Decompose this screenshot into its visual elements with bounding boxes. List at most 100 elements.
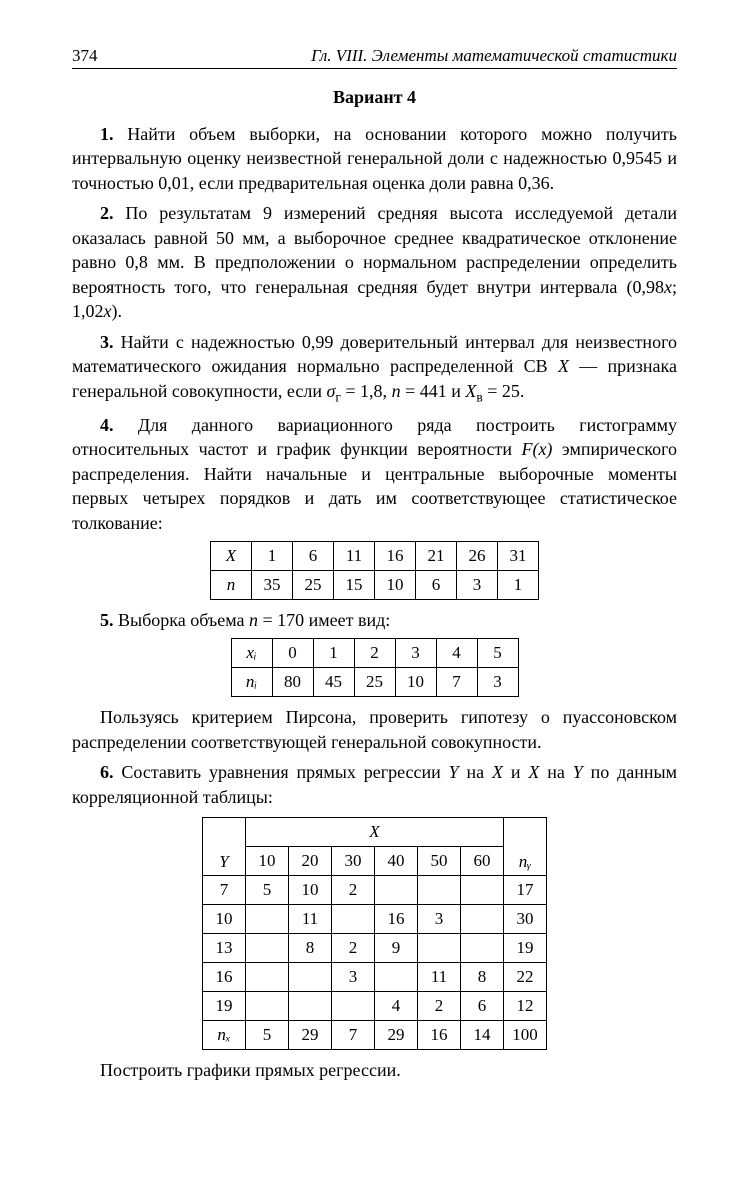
eq-5: = 170 имеет вид: xyxy=(258,610,390,630)
table-row: 10 11 16 3 30 xyxy=(203,905,547,934)
cell: 11 xyxy=(289,905,332,934)
cell: 21 xyxy=(416,541,457,570)
close: ). xyxy=(112,301,123,321)
cell: 30 xyxy=(504,905,547,934)
table-row: nᵢ 80 45 25 10 7 3 xyxy=(231,668,518,697)
cell: 3 xyxy=(332,963,375,992)
Y-label: Y xyxy=(203,818,246,876)
row-label-xi: xᵢ xyxy=(231,639,272,668)
Y2: Y xyxy=(573,762,583,782)
problem-1-num: 1. xyxy=(100,124,114,144)
cell: 2 xyxy=(332,934,375,963)
cell: 2 xyxy=(354,639,395,668)
cell: 1 xyxy=(313,639,354,668)
cell xyxy=(246,905,289,934)
x-header: 20 xyxy=(289,847,332,876)
problem-2: 2. По результатам 9 измерений средняя вы… xyxy=(72,201,677,323)
row-label-X: X xyxy=(211,541,252,570)
cell: 3 xyxy=(418,905,461,934)
cell: 7 xyxy=(332,1021,375,1050)
cell: 1 xyxy=(252,541,293,570)
cell: 1 xyxy=(498,570,539,599)
cell: 19 xyxy=(504,934,547,963)
cell xyxy=(332,992,375,1021)
problem-6b: Построить графики прямых регрессии. xyxy=(72,1058,677,1082)
cell: 5 xyxy=(477,639,518,668)
table-6: Y X nᵧ 10 20 30 40 50 60 7 5 10 2 17 10 … xyxy=(202,817,547,1050)
cell: 3 xyxy=(395,639,436,668)
table-row: X 1 6 11 16 21 26 31 xyxy=(211,541,539,570)
cell: 4 xyxy=(436,639,477,668)
eq2: = 441 и xyxy=(401,381,466,401)
cell: 11 xyxy=(418,963,461,992)
cell xyxy=(332,905,375,934)
cell: 17 xyxy=(504,876,547,905)
cell: 29 xyxy=(375,1021,418,1050)
table-row: 7 5 10 2 17 xyxy=(203,876,547,905)
problem-2-text-a: По результатам 9 измерений средняя высот… xyxy=(72,203,677,296)
cell: 6 xyxy=(293,541,334,570)
cell: 10 xyxy=(375,570,416,599)
cell: 25 xyxy=(293,570,334,599)
row-label-ni: nᵢ xyxy=(231,668,272,697)
cell xyxy=(289,992,332,1021)
cell: 3 xyxy=(477,668,518,697)
problem-3-num: 3. xyxy=(100,332,114,352)
cell: 11 xyxy=(334,541,375,570)
cell xyxy=(375,963,418,992)
problem-5-num: 5. xyxy=(100,610,114,630)
chapter-title: Гл. VIII. Элементы математической статис… xyxy=(311,46,677,66)
cell xyxy=(418,934,461,963)
x-header: 60 xyxy=(461,847,504,876)
cell xyxy=(461,876,504,905)
problem-6-num: 6. xyxy=(100,762,114,782)
table-row: xᵢ 0 1 2 3 4 5 xyxy=(231,639,518,668)
problem-4-num: 4. xyxy=(100,415,114,435)
row-label-n: n xyxy=(211,570,252,599)
variant-title: Вариант 4 xyxy=(72,87,677,108)
cell: 25 xyxy=(354,668,395,697)
X2: X xyxy=(528,762,539,782)
table-row: 13 8 2 9 19 xyxy=(203,934,547,963)
eq3: = 25. xyxy=(483,381,525,401)
table-row: 19 4 2 6 12 xyxy=(203,992,547,1021)
cell: 16 xyxy=(418,1021,461,1050)
var-x1: x xyxy=(664,277,672,297)
cell: 8 xyxy=(289,934,332,963)
problem-5-text-a: Выборка объема xyxy=(118,610,249,630)
y-header: 19 xyxy=(203,992,246,1021)
x-header: 10 xyxy=(246,847,289,876)
cell: 6 xyxy=(416,570,457,599)
y-header: 13 xyxy=(203,934,246,963)
problem-3: 3. Найти с надежностью 0,99 доверительны… xyxy=(72,330,677,407)
cell xyxy=(461,934,504,963)
X1: X xyxy=(492,762,503,782)
and: и xyxy=(503,762,528,782)
cell: 14 xyxy=(461,1021,504,1050)
page-number: 374 xyxy=(72,46,98,66)
y-header: 10 xyxy=(203,905,246,934)
table-row: nₓ 5 29 7 29 16 14 100 xyxy=(203,1021,547,1050)
y-header: 16 xyxy=(203,963,246,992)
cell: 10 xyxy=(289,876,332,905)
cell xyxy=(461,905,504,934)
cell: 7 xyxy=(436,668,477,697)
cell xyxy=(246,963,289,992)
table-row: 16 3 11 8 22 xyxy=(203,963,547,992)
table-row: 10 20 30 40 50 60 xyxy=(203,847,547,876)
cell: 8 xyxy=(461,963,504,992)
problem-4: 4. Для данного вариационного ряда постро… xyxy=(72,413,677,535)
X-sym: X xyxy=(558,356,569,376)
n-var: n xyxy=(392,381,401,401)
y-header: 7 xyxy=(203,876,246,905)
table-4: X 1 6 11 16 21 26 31 n 35 25 15 10 6 3 1 xyxy=(210,541,539,600)
X-label: X xyxy=(246,818,504,847)
cell: 26 xyxy=(457,541,498,570)
x-header: 40 xyxy=(375,847,418,876)
cell: 4 xyxy=(375,992,418,1021)
cell: 29 xyxy=(289,1021,332,1050)
x-header: 50 xyxy=(418,847,461,876)
cell xyxy=(246,992,289,1021)
ny-label: nᵧ xyxy=(504,818,547,876)
problem-5: 5. Выборка объема n = 170 имеет вид: xyxy=(72,608,677,632)
